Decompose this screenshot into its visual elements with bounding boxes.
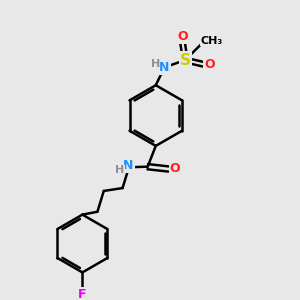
Text: O: O bbox=[205, 58, 215, 71]
Text: O: O bbox=[177, 31, 188, 44]
Text: N: N bbox=[123, 159, 134, 172]
Text: H: H bbox=[115, 165, 124, 175]
Text: N: N bbox=[159, 61, 170, 74]
Text: F: F bbox=[78, 288, 87, 300]
Text: S: S bbox=[180, 52, 191, 68]
Text: CH₃: CH₃ bbox=[200, 36, 222, 46]
Text: H: H bbox=[151, 59, 160, 69]
Text: O: O bbox=[169, 163, 180, 176]
